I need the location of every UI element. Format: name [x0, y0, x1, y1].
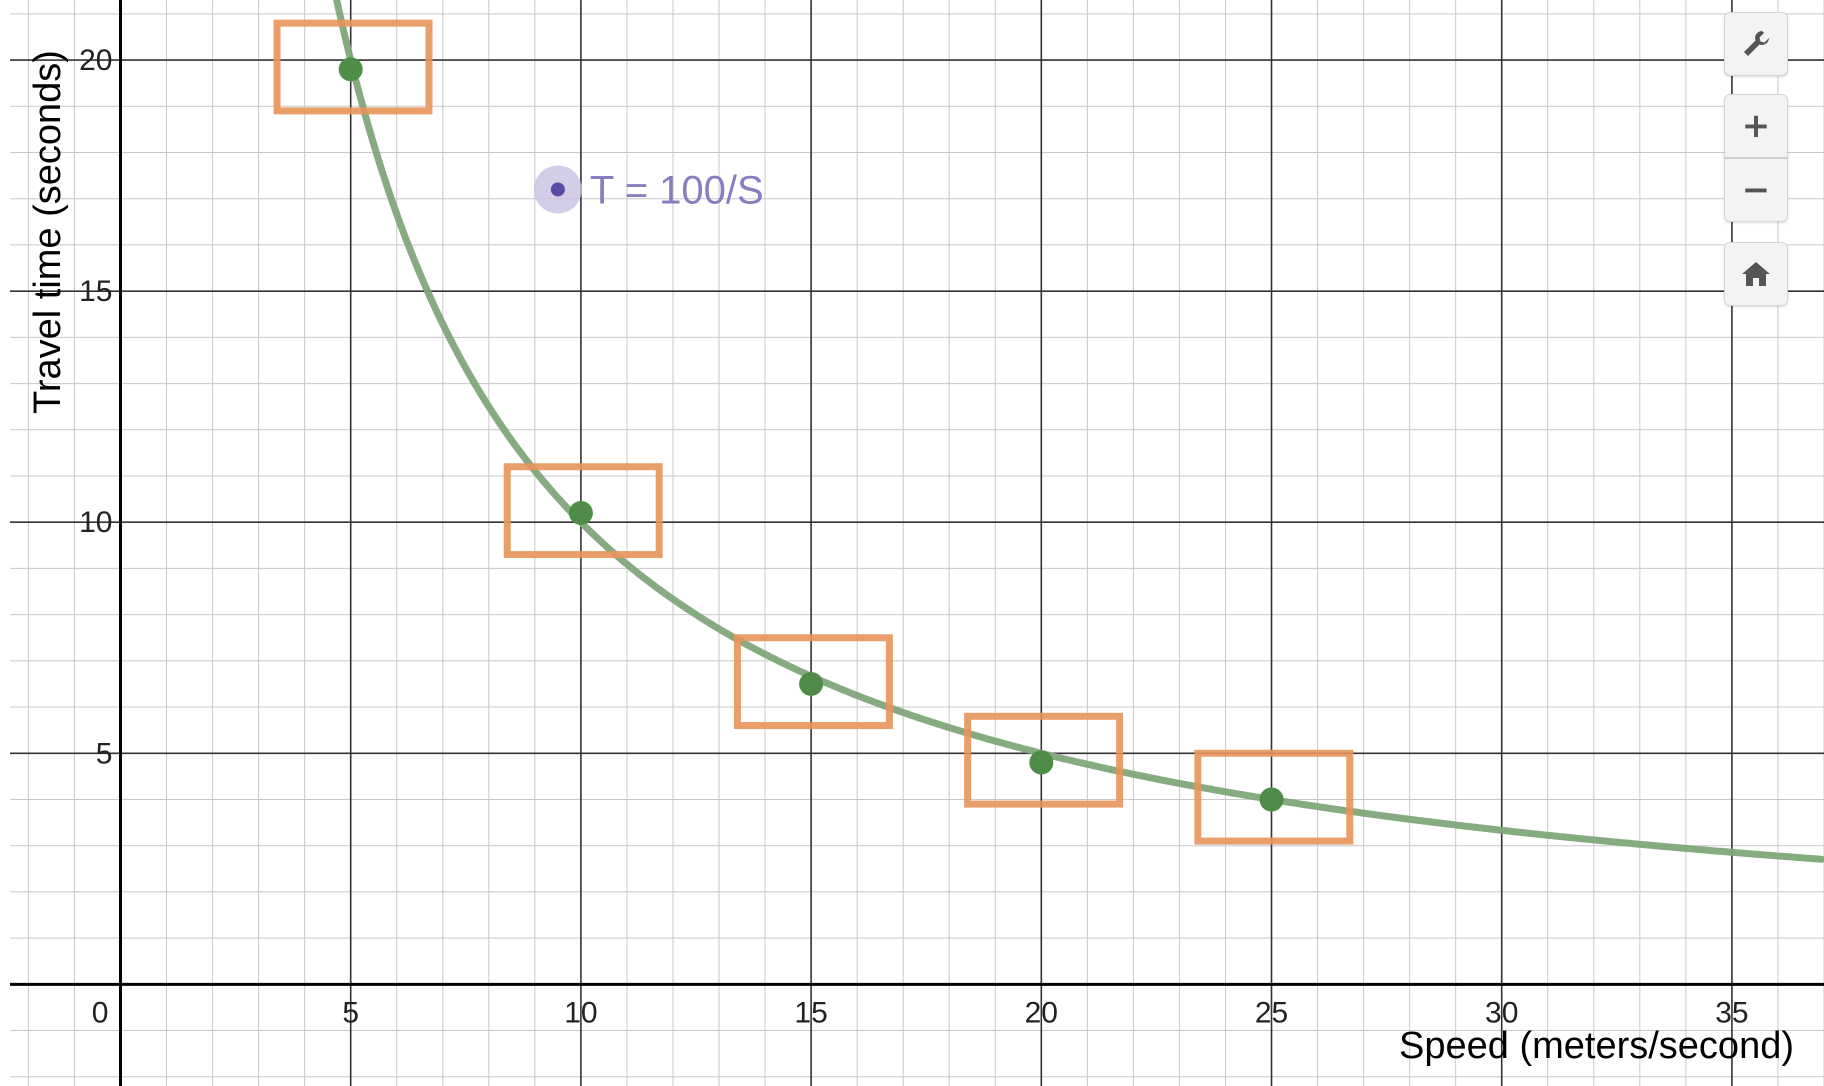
zoom-out-button[interactable]: −	[1724, 158, 1788, 222]
zoom-in-button[interactable]: +	[1724, 94, 1788, 158]
home-button[interactable]	[1724, 242, 1788, 306]
major-gridlines	[10, 0, 1824, 1086]
minus-icon: −	[1741, 170, 1771, 210]
tick-labels: 5 10 15 20 25 30 35 5 10 15 20 0	[79, 44, 1748, 1029]
data-point	[1029, 750, 1054, 775]
minor-gridlines	[10, 0, 1824, 1086]
x-axis-label: Speed (meters/second)	[1399, 1025, 1794, 1067]
rectangles-layer	[273, 19, 1354, 845]
settings-button[interactable]	[1724, 12, 1788, 76]
annotation-label: T = 100/S	[590, 168, 764, 212]
points-layer	[338, 57, 1284, 812]
annotation-point[interactable]	[550, 182, 565, 197]
x-tick-label: 5	[342, 996, 359, 1029]
data-rectangle	[273, 19, 433, 115]
data-point	[1259, 787, 1284, 812]
x-tick-label: 20	[1025, 996, 1058, 1029]
data-rectangle	[733, 634, 893, 730]
data-point	[568, 500, 593, 525]
annotation-layer: T = 100/S	[533, 165, 764, 214]
x-tick-label: 15	[794, 996, 827, 1029]
y-tick-label: 10	[79, 506, 112, 539]
x-tick-label: 10	[564, 996, 597, 1029]
data-rectangle	[1194, 749, 1354, 845]
data-point	[799, 671, 824, 696]
y-axis-label: Travel time (seconds)	[27, 50, 69, 414]
y-tick-label: 5	[96, 737, 113, 770]
x-tick-label: 30	[1485, 996, 1518, 1029]
home-icon	[1741, 260, 1771, 288]
origin-label: 0	[92, 996, 109, 1029]
wrench-icon	[1740, 28, 1772, 60]
y-tick-label: 20	[79, 44, 112, 77]
data-point	[338, 57, 363, 82]
x-tick-label: 25	[1255, 996, 1288, 1029]
data-rectangle	[503, 463, 663, 559]
plus-icon: +	[1741, 106, 1771, 146]
y-tick-label: 15	[79, 275, 112, 308]
data-rectangle	[964, 712, 1124, 808]
x-tick-label: 35	[1715, 996, 1748, 1029]
axes	[10, 0, 1824, 1086]
